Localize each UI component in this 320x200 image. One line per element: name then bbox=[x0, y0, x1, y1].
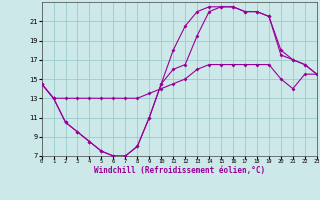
X-axis label: Windchill (Refroidissement éolien,°C): Windchill (Refroidissement éolien,°C) bbox=[94, 166, 265, 175]
